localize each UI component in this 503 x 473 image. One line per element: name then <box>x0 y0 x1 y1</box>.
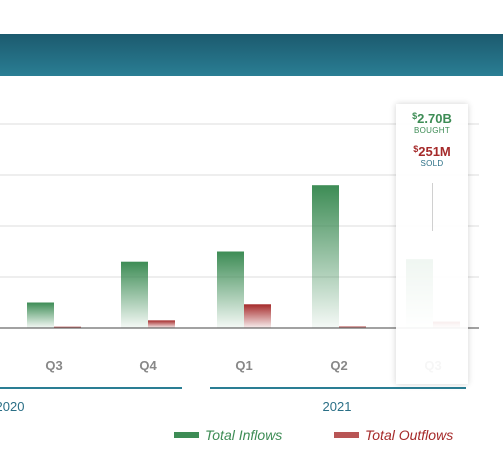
legend-item-inflows[interactable]: Total Inflows <box>174 426 282 444</box>
tooltip-bought-label: BOUGHT <box>413 126 451 135</box>
x-tick-label: Q1 <box>235 358 252 373</box>
x-tick-label: Q3 <box>45 358 62 373</box>
bar-inflows[interactable] <box>217 251 244 329</box>
tooltip-sold-label: SOLD <box>420 159 444 168</box>
bar-inflows[interactable] <box>312 185 339 328</box>
legend-item-outflows[interactable]: Total Outflows <box>334 426 453 444</box>
tooltip: $2.70B BOUGHT $251M SOLD <box>396 104 468 384</box>
bar-outflows[interactable] <box>244 304 271 328</box>
tooltip-sold-value: $251M <box>413 144 451 159</box>
legend-swatch-outflows <box>334 432 359 438</box>
legend-label-outflows: Total Outflows <box>365 427 454 443</box>
bar-inflows[interactable] <box>121 261 148 328</box>
bar-outflows[interactable] <box>148 320 175 328</box>
bar-inflows[interactable] <box>27 302 54 329</box>
legend-swatch-inflows <box>174 432 199 438</box>
x-tick-label: Q4 <box>139 358 157 373</box>
x-tick-labels: Q3Q4Q1Q2Q3 <box>45 358 441 373</box>
year-label: 2021 <box>323 399 352 414</box>
bar-outflows[interactable] <box>339 326 366 328</box>
tooltip-bought-value: $2.70B <box>412 111 452 126</box>
bar-outflows[interactable] <box>54 326 81 328</box>
x-tick-label: Q2 <box>330 358 347 373</box>
header-band <box>0 34 503 76</box>
tooltip-divider <box>431 183 433 231</box>
legend-label-inflows: Total Inflows <box>205 427 283 443</box>
